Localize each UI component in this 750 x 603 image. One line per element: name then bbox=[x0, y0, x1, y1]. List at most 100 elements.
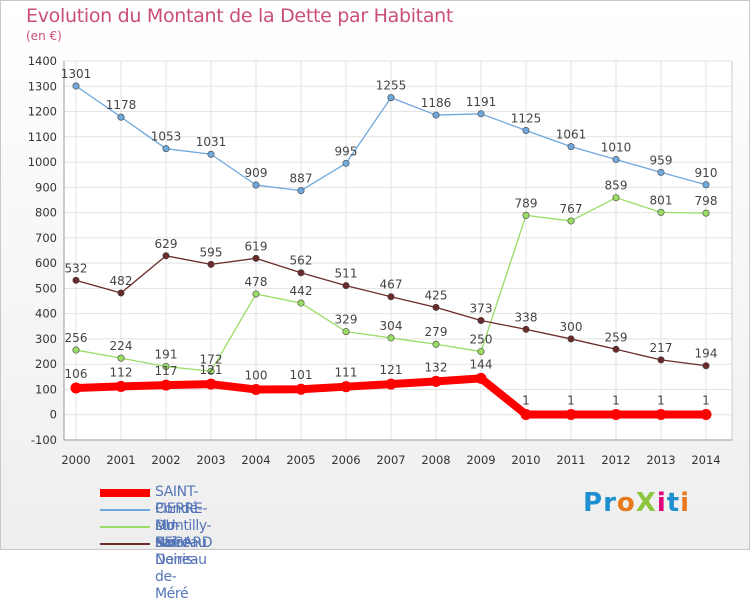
data-point bbox=[657, 168, 665, 176]
x-tick-label: 2014 bbox=[691, 453, 720, 467]
x-tick-label: 2006 bbox=[331, 453, 360, 467]
data-label: 789 bbox=[515, 196, 538, 210]
data-point bbox=[72, 82, 80, 90]
data-point bbox=[117, 289, 125, 297]
data-label: 909 bbox=[245, 166, 268, 180]
data-point bbox=[342, 159, 350, 167]
data-point bbox=[655, 408, 667, 420]
data-label: 101 bbox=[290, 368, 313, 382]
data-label: 121 bbox=[200, 363, 223, 377]
data-label: 478 bbox=[245, 275, 268, 289]
data-point bbox=[702, 181, 710, 189]
y-tick-label: 1300 bbox=[28, 79, 57, 93]
y-tick-label: -100 bbox=[31, 433, 57, 447]
proxiti-logo: ProXiti bbox=[583, 488, 690, 518]
logo-letter: P bbox=[583, 488, 604, 518]
data-label: 1 bbox=[612, 393, 620, 407]
x-tick-label: 2001 bbox=[106, 453, 135, 467]
data-label: 224 bbox=[110, 339, 133, 353]
data-point bbox=[297, 187, 305, 195]
x-tick-label: 2005 bbox=[286, 453, 315, 467]
x-tick-label: 2013 bbox=[646, 453, 675, 467]
data-label: 767 bbox=[560, 202, 583, 216]
data-label: 300 bbox=[560, 320, 583, 334]
data-label: 1301 bbox=[61, 67, 92, 81]
data-label: 279 bbox=[425, 325, 448, 339]
data-point bbox=[115, 380, 127, 392]
line-chart: -100010020030040050060070080090010001100… bbox=[28, 54, 733, 467]
data-point bbox=[432, 340, 440, 348]
x-tick-label: 2000 bbox=[61, 453, 90, 467]
data-label: 256 bbox=[65, 331, 88, 345]
data-label: 859 bbox=[605, 179, 628, 193]
data-label: 1178 bbox=[106, 98, 137, 112]
data-point bbox=[385, 378, 397, 390]
data-label: 373 bbox=[470, 301, 493, 315]
logo-letter: i bbox=[656, 488, 667, 518]
y-tick-label: 800 bbox=[35, 206, 57, 220]
data-label: 910 bbox=[695, 166, 718, 180]
y-tick-label: 200 bbox=[35, 357, 57, 371]
data-label: 100 bbox=[245, 368, 268, 382]
data-point bbox=[612, 156, 620, 164]
series-3: 532 482 629 595 619 562 511 467 425 373 338 300 259 2… bbox=[65, 237, 717, 370]
data-label: 111 bbox=[335, 366, 358, 380]
data-point bbox=[162, 362, 170, 370]
x-tick-label: 2010 bbox=[511, 453, 540, 467]
data-label: 798 bbox=[695, 194, 718, 208]
data-label: 482 bbox=[110, 274, 133, 288]
data-label: 1191 bbox=[466, 95, 497, 109]
x-tick-label: 2012 bbox=[601, 453, 630, 467]
data-label: 467 bbox=[380, 278, 403, 292]
logo-letter: i bbox=[680, 488, 691, 518]
series-1: 1301 1178 1053 1031 909 887 995 1255 1186 1191 112… bbox=[61, 67, 718, 195]
data-point bbox=[387, 94, 395, 102]
y-tick-label: 1100 bbox=[28, 130, 57, 144]
y-tick-label: 600 bbox=[35, 256, 57, 270]
data-point bbox=[702, 362, 710, 370]
data-label: 106 bbox=[65, 367, 88, 381]
data-label: 562 bbox=[290, 254, 313, 268]
logo-letter: X bbox=[635, 488, 657, 518]
data-point bbox=[657, 356, 665, 364]
logo-letter: o bbox=[616, 488, 636, 518]
data-label: 442 bbox=[290, 284, 313, 298]
data-point bbox=[565, 408, 577, 420]
data-point bbox=[250, 383, 262, 395]
data-label: 132 bbox=[425, 360, 448, 374]
data-label: 1031 bbox=[196, 135, 227, 149]
data-label: 1 bbox=[657, 393, 665, 407]
data-label: 304 bbox=[380, 319, 403, 333]
y-tick-label: 700 bbox=[35, 231, 57, 245]
data-label: 995 bbox=[335, 144, 358, 158]
data-label: 250 bbox=[470, 333, 493, 347]
y-tick-label: 500 bbox=[35, 281, 57, 295]
data-point bbox=[477, 348, 485, 356]
data-point bbox=[432, 111, 440, 119]
data-point bbox=[207, 150, 215, 158]
data-point bbox=[477, 110, 485, 118]
data-point bbox=[72, 346, 80, 354]
y-tick-label: 1200 bbox=[28, 105, 57, 119]
data-point bbox=[205, 378, 217, 390]
data-label: 629 bbox=[155, 237, 178, 251]
plot-area bbox=[63, 60, 733, 441]
data-label: 1186 bbox=[421, 96, 452, 110]
data-label: 329 bbox=[335, 313, 358, 327]
data-label: 1 bbox=[522, 393, 530, 407]
data-point bbox=[612, 194, 620, 202]
x-tick-label: 2009 bbox=[466, 453, 495, 467]
data-label: 1 bbox=[567, 393, 575, 407]
data-point bbox=[252, 254, 260, 262]
data-label: 338 bbox=[515, 310, 538, 324]
data-point bbox=[297, 269, 305, 277]
legend-label: SAINT-PIERRE-DU-REGARD bbox=[155, 484, 213, 551]
legend-swatch bbox=[100, 526, 150, 528]
data-point bbox=[340, 381, 352, 393]
data-label: 1 bbox=[702, 393, 710, 407]
legend-swatch bbox=[100, 509, 150, 511]
data-point bbox=[295, 383, 307, 395]
x-tick-label: 2008 bbox=[421, 453, 450, 467]
data-label: 259 bbox=[605, 330, 628, 344]
